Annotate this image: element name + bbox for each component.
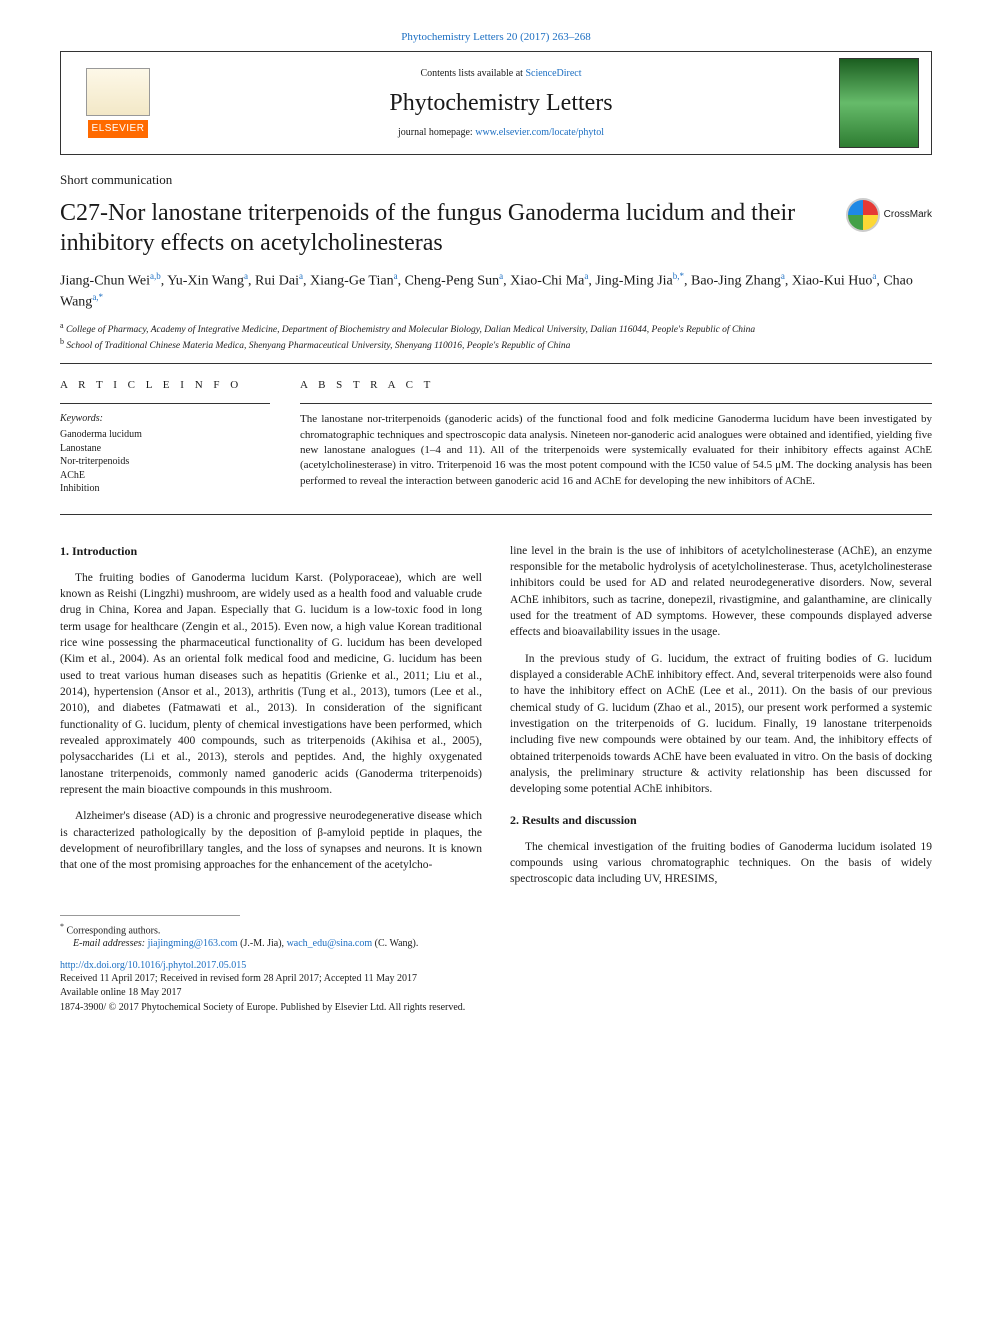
sciencedirect-link[interactable]: ScienceDirect [525, 68, 581, 79]
journal-banner: ELSEVIER Contents lists available at Sci… [60, 51, 932, 155]
contents-prefix: Contents lists available at [420, 68, 525, 79]
contents-line: Contents lists available at ScienceDirec… [163, 67, 839, 81]
paragraph: line level in the brain is the use of in… [510, 543, 932, 641]
abstract-head: A B S T R A C T [300, 378, 932, 393]
section-2-head: 2. Results and discussion [510, 812, 932, 829]
divider [60, 514, 932, 515]
footnote-rule [60, 915, 240, 916]
journal-name: Phytochemistry Letters [163, 87, 839, 121]
paragraph: Alzheimer's disease (AD) is a chronic an… [60, 808, 482, 873]
paragraph: The chemical investigation of the fruiti… [510, 839, 932, 888]
affiliations: a College of Pharmacy, Academy of Integr… [60, 321, 932, 353]
keyword: Ganoderma lucidum [60, 428, 270, 442]
keyword: Lanostane [60, 442, 270, 456]
affiliation-b: b School of Traditional Chinese Materia … [60, 337, 932, 353]
divider [60, 403, 270, 404]
homepage-line: journal homepage: www.elsevier.com/locat… [163, 126, 839, 140]
keyword: Inhibition [60, 482, 270, 496]
body-text: 1. Introduction The fruiting bodies of G… [60, 543, 932, 891]
running-header-link[interactable]: Phytochemistry Letters 20 (2017) 263–268 [401, 31, 590, 43]
banner-center: Contents lists available at ScienceDirec… [163, 67, 839, 141]
publisher-logo-block: ELSEVIER [73, 68, 163, 138]
article-title: C27-Nor lanostane triterpenoids of the f… [60, 198, 830, 258]
section-1-head: 1. Introduction [60, 543, 482, 560]
doi-link[interactable]: http://dx.doi.org/10.1016/j.phytol.2017.… [60, 960, 246, 971]
email-2-who: (C. Wang). [372, 938, 418, 949]
crossmark-label: CrossMark [884, 208, 932, 222]
received-line: Received 11 April 2017; Received in revi… [60, 972, 932, 986]
doi-line: http://dx.doi.org/10.1016/j.phytol.2017.… [60, 959, 932, 973]
author-list: Jiang-Chun Weia,b, Yu-Xin Wanga, Rui Dai… [60, 270, 932, 313]
paragraph: The fruiting bodies of Ganoderma lucidum… [60, 570, 482, 799]
email-2[interactable]: wach_edu@sina.com [287, 938, 373, 949]
publisher-name: ELSEVIER [88, 120, 149, 138]
keywords-list: Ganoderma lucidumLanostaneNor-triterpeno… [60, 428, 270, 496]
crossmark-icon [846, 198, 880, 232]
crossmark-badge[interactable]: CrossMark [846, 198, 932, 232]
email-row: E-mail addresses: jiajingming@163.com (J… [60, 937, 932, 951]
footer: * Corresponding authors. E-mail addresse… [60, 915, 932, 1015]
email-1-who: (J.-M. Jia), [238, 938, 287, 949]
journal-cover-thumb [839, 58, 919, 148]
keyword: AChE [60, 469, 270, 483]
elsevier-tree-icon [86, 68, 150, 116]
affiliation-a: a College of Pharmacy, Academy of Integr… [60, 321, 932, 337]
article-type: Short communication [60, 171, 932, 189]
paragraph: In the previous study of G. lucidum, the… [510, 651, 932, 798]
article-info: A R T I C L E I N F O Keywords: Ganoderm… [60, 378, 270, 496]
homepage-prefix: journal homepage: [398, 127, 475, 138]
divider [300, 403, 932, 404]
keyword: Nor-triterpenoids [60, 455, 270, 469]
title-row: C27-Nor lanostane triterpenoids of the f… [60, 198, 932, 258]
corresponding-note: * Corresponding authors. [60, 922, 932, 938]
homepage-link[interactable]: www.elsevier.com/locate/phytol [475, 127, 604, 138]
abstract-block: A B S T R A C T The lanostane nor-triter… [300, 378, 932, 496]
divider [60, 363, 932, 364]
email-label: E-mail addresses: [73, 938, 148, 949]
online-line: Available online 18 May 2017 [60, 986, 932, 1000]
abstract-text: The lanostane nor-triterpenoids (ganoder… [300, 412, 932, 489]
keywords-label: Keywords: [60, 412, 270, 426]
article-info-head: A R T I C L E I N F O [60, 378, 270, 393]
copyright-line: 1874-3900/ © 2017 Phytochemical Society … [60, 1001, 932, 1015]
running-header: Phytochemistry Letters 20 (2017) 263–268 [60, 30, 932, 45]
email-1[interactable]: jiajingming@163.com [148, 938, 238, 949]
info-abstract-row: A R T I C L E I N F O Keywords: Ganoderm… [60, 378, 932, 496]
